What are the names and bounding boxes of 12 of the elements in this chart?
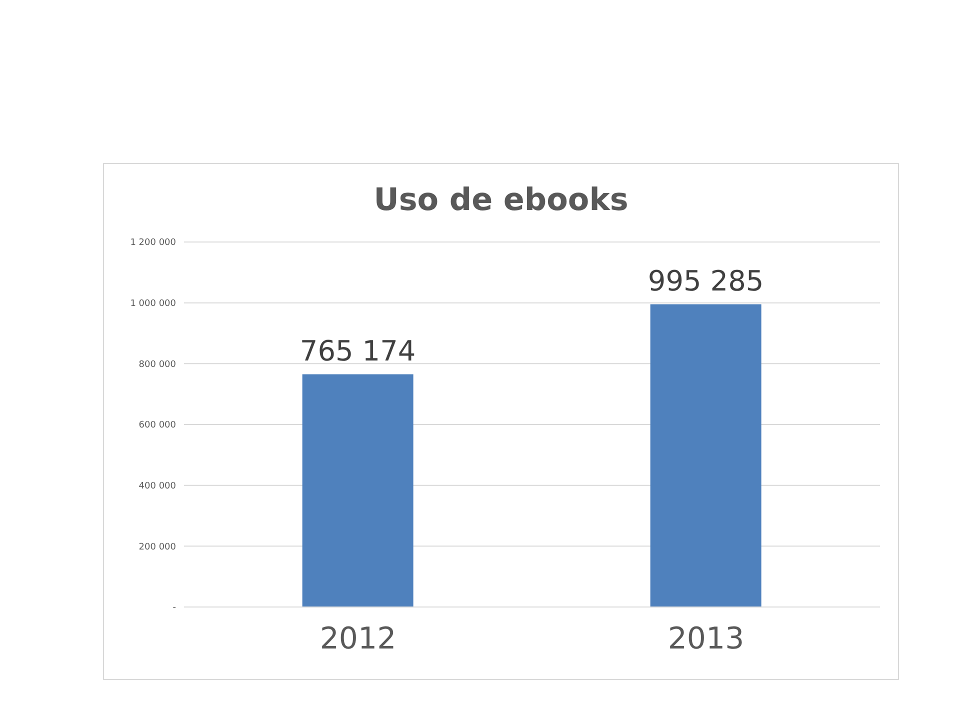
x-tick-label: 2013 <box>668 621 744 656</box>
y-tick-label: 600 000 <box>138 420 176 431</box>
y-tick-label: 800 000 <box>138 360 176 370</box>
y-tick-label: 1 000 000 <box>130 299 176 310</box>
y-tick-label: 400 000 <box>138 482 176 492</box>
chart-title: Uso de ebooks <box>372 182 630 218</box>
data-label: 995 285 <box>648 264 764 298</box>
x-tick-label: 2012 <box>320 621 396 656</box>
data-label: 765 174 <box>300 334 416 368</box>
y-tick-label: 1 200 000 <box>130 238 176 248</box>
y-tick-label: - <box>172 603 176 614</box>
y-tick-label: 200 000 <box>138 542 176 552</box>
